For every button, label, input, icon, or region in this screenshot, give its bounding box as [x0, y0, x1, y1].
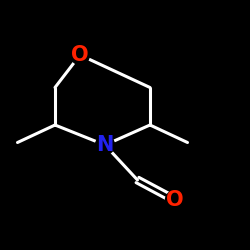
Circle shape	[96, 136, 114, 154]
Text: O: O	[166, 190, 184, 210]
Text: O: O	[71, 45, 89, 65]
Circle shape	[70, 46, 90, 64]
Circle shape	[166, 190, 184, 210]
Text: N: N	[96, 135, 114, 155]
